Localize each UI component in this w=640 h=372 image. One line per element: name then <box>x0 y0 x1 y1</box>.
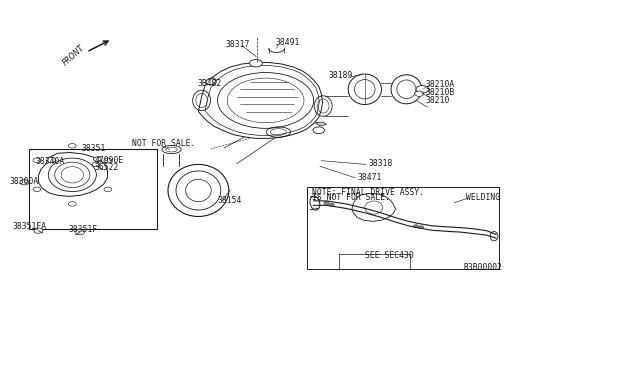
Text: 38318: 38318 <box>369 159 393 168</box>
Circle shape <box>206 79 216 85</box>
Circle shape <box>419 226 424 229</box>
Circle shape <box>413 225 419 228</box>
Circle shape <box>47 157 56 163</box>
Circle shape <box>415 91 424 96</box>
Circle shape <box>250 60 262 67</box>
Text: NOT FOR SALE.: NOT FOR SALE. <box>132 139 196 148</box>
Text: 36522: 36522 <box>95 163 119 172</box>
Text: 38351F: 38351F <box>68 225 98 234</box>
Text: FRONT: FRONT <box>61 43 86 67</box>
Text: 38317: 38317 <box>225 40 250 49</box>
Circle shape <box>416 86 429 93</box>
Bar <box>307 187 499 269</box>
Circle shape <box>33 187 41 192</box>
Circle shape <box>324 202 329 205</box>
Text: R3B00002: R3B00002 <box>463 263 502 272</box>
Text: 38491: 38491 <box>275 38 300 47</box>
Text: SEE SEC430: SEE SEC430 <box>365 251 413 260</box>
Text: 38210A: 38210A <box>426 80 455 89</box>
Text: NOTE; FINAL DRIVE ASSY.: NOTE; FINAL DRIVE ASSY. <box>312 188 424 197</box>
Text: 38471: 38471 <box>357 173 381 182</box>
Circle shape <box>104 158 111 163</box>
Text: 47990E: 47990E <box>95 156 124 165</box>
Circle shape <box>93 157 101 161</box>
Circle shape <box>104 187 111 192</box>
Circle shape <box>68 144 76 148</box>
Circle shape <box>76 230 84 235</box>
Circle shape <box>329 203 334 206</box>
Text: 3B482: 3B482 <box>197 79 221 88</box>
Polygon shape <box>315 122 326 126</box>
Text: 38210: 38210 <box>426 96 450 105</box>
Text: 38351: 38351 <box>81 144 106 153</box>
Circle shape <box>33 158 41 163</box>
Circle shape <box>34 228 43 233</box>
Text: 38340A: 38340A <box>35 157 65 166</box>
Text: 38154: 38154 <box>218 196 242 205</box>
Circle shape <box>68 202 76 206</box>
Circle shape <box>92 162 100 167</box>
Text: 38210B: 38210B <box>426 88 455 97</box>
Circle shape <box>20 180 29 185</box>
Text: WELDING: WELDING <box>466 193 500 202</box>
Text: 38189: 38189 <box>328 71 353 80</box>
Text: IS NOT FOR SALE.: IS NOT FOR SALE. <box>312 193 390 202</box>
Circle shape <box>313 127 324 134</box>
Text: 38300A: 38300A <box>10 177 39 186</box>
Text: 38351FA: 38351FA <box>13 222 47 231</box>
Bar <box>29 149 157 229</box>
